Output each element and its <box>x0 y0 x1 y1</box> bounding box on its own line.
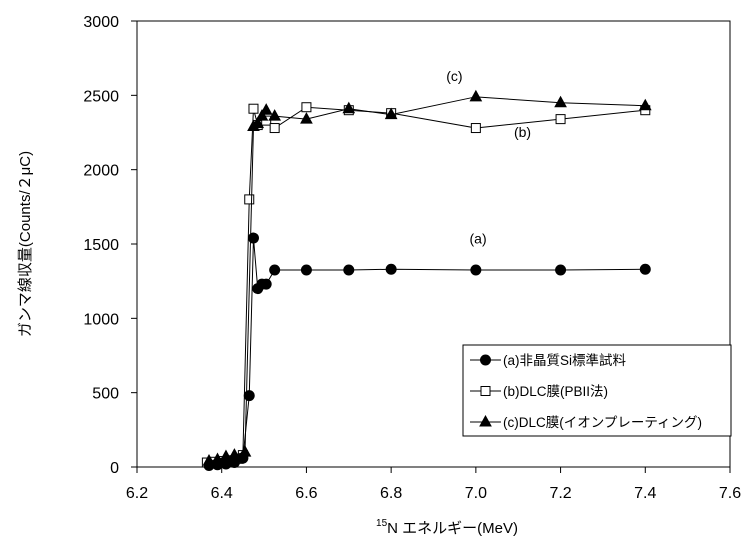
y-tick-label: 3000 <box>83 14 119 31</box>
y-tick-label: 2000 <box>83 163 119 180</box>
y-tick-label: 1000 <box>83 311 119 328</box>
legend-marker <box>480 354 491 366</box>
y-axis-ticks: 0 500 1000 1500 2000 2500 3000 <box>83 14 137 477</box>
y-tick-label: 2500 <box>83 88 119 105</box>
annotation-label: (b) <box>514 124 531 140</box>
data-point <box>555 264 567 276</box>
legend: (a)非晶質Si標準試料 (b)DLC膜(PBII法) (c)DLC膜(イオンプレー… <box>462 344 732 437</box>
x-axis-title: 15N エネルギー(MeV) <box>376 518 518 537</box>
legend-marker <box>479 414 492 427</box>
data-point <box>384 107 398 120</box>
data-point <box>251 116 265 129</box>
data-point <box>639 263 651 275</box>
data-point <box>259 103 273 115</box>
data-point <box>237 452 249 464</box>
data-point <box>470 264 482 276</box>
data-point <box>268 109 282 121</box>
data-point <box>243 390 255 402</box>
data-point <box>470 123 481 134</box>
x-tick-label: 6.2 <box>126 485 148 502</box>
data-point <box>269 123 280 134</box>
y-axis-title: ガンマ線収量(Counts/２μC) <box>17 151 34 337</box>
data-point <box>638 98 652 111</box>
data-point <box>228 457 240 469</box>
x-tick-label: 7.2 <box>549 485 571 502</box>
annotation-label: (a) <box>470 230 487 246</box>
legend-label: (c)DLC膜(イオンプレーティング) <box>503 415 702 430</box>
data-point <box>300 264 312 276</box>
y-tick-label: 1500 <box>83 237 119 254</box>
data-point <box>244 194 255 205</box>
y-tick-label: 500 <box>92 386 119 403</box>
series-a <box>203 232 651 472</box>
legend-label: (a)非晶質Si標準試料 <box>503 353 627 368</box>
data-point <box>469 89 483 102</box>
data-point <box>342 101 356 114</box>
legend-label: (b)DLC膜(PBII法) <box>503 384 608 399</box>
data-point <box>385 263 397 275</box>
x-axis-ticks: 6.2 6.4 6.6 6.8 7.0 7.2 7.4 7.6 <box>126 467 741 502</box>
x-tick-label: 7.0 <box>465 485 487 502</box>
data-point <box>554 95 567 108</box>
data-point <box>301 102 312 113</box>
x-tick-label: 6.8 <box>380 485 402 502</box>
x-axis-title-text: N エネルギー(MeV) <box>387 520 518 537</box>
data-point <box>248 103 259 114</box>
data-point <box>255 109 269 121</box>
data-point <box>343 264 355 276</box>
x-tick-label: 6.4 <box>211 485 233 502</box>
x-tick-label: 7.6 <box>719 485 741 502</box>
legend-entry: (a)非晶質Si標準試料 <box>470 353 627 368</box>
annotations: (c) (b) (a) <box>446 68 531 246</box>
legend-entry: (b)DLC膜(PBII法) <box>470 384 608 399</box>
legend-marker <box>480 386 491 396</box>
data-point <box>269 264 281 276</box>
legend-entry: (c)DLC膜(イオンプレーティング) <box>470 414 702 430</box>
data-point <box>260 278 272 290</box>
y-tick-label: 0 <box>110 460 119 477</box>
x-tick-label: 6.6 <box>295 485 317 502</box>
data-point <box>247 232 259 244</box>
x-axis-title-superscript: 15 <box>376 518 388 529</box>
legend-box <box>462 344 732 437</box>
x-tick-label: 7.4 <box>634 485 656 502</box>
annotation-label: (c) <box>446 68 462 84</box>
data-point <box>555 114 566 125</box>
data-point <box>300 112 313 124</box>
series-layer <box>201 89 652 472</box>
